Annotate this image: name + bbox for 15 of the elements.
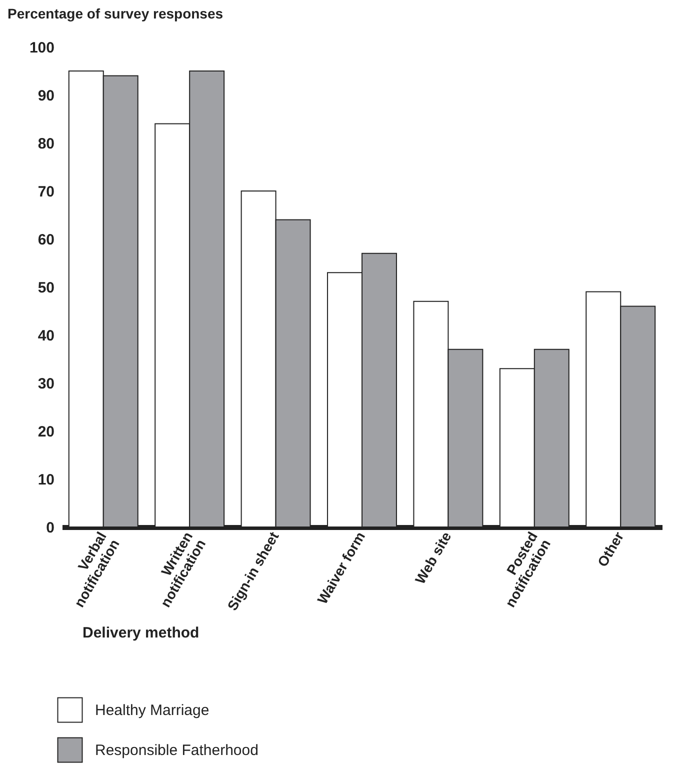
y-tick-label: 20 (38, 424, 54, 440)
y-tick-label: 0 (46, 520, 54, 536)
y-tick-label: 10 (38, 472, 54, 488)
legend-label: Responsible Fatherhood (95, 742, 258, 759)
y-tick-label: 30 (38, 376, 54, 392)
y-tick-label: 80 (38, 136, 54, 152)
x-axis-title: Delivery method (82, 624, 200, 642)
y-tick-label: 40 (38, 328, 54, 344)
y-tick-label: 90 (38, 88, 54, 104)
y-tick-label: 60 (38, 232, 54, 248)
y-tick-label: 50 (38, 280, 54, 296)
y-tick-label: 100 (29, 40, 54, 56)
y-axis-title: Percentage of survey responses (8, 6, 224, 22)
legend-label: Healthy Marriage (95, 702, 210, 719)
y-tick-label: 70 (38, 184, 54, 200)
